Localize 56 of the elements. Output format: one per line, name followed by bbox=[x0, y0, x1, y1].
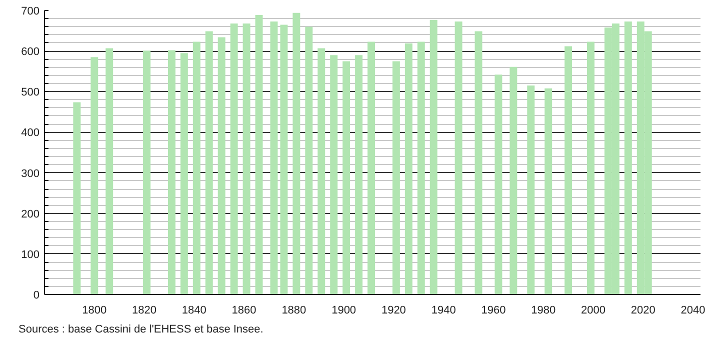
y-tick-label: 600 bbox=[21, 46, 40, 58]
bar bbox=[392, 61, 400, 294]
x-tick-label: 1940 bbox=[431, 304, 456, 316]
x-tick-label: 1980 bbox=[531, 304, 556, 316]
bar bbox=[544, 88, 552, 294]
x-tick-label: 1960 bbox=[481, 304, 506, 316]
bar bbox=[474, 31, 482, 294]
bar bbox=[180, 53, 188, 294]
bar bbox=[404, 43, 412, 294]
bar bbox=[292, 12, 300, 294]
y-tick-label: 300 bbox=[21, 168, 40, 180]
x-tick-label: 1880 bbox=[282, 304, 306, 316]
x-tick-label: 2000 bbox=[581, 304, 606, 316]
bar bbox=[564, 46, 572, 294]
bar bbox=[527, 86, 535, 294]
x-tick-label: 2040 bbox=[680, 304, 706, 316]
bar bbox=[624, 21, 632, 294]
bar bbox=[143, 50, 151, 294]
source-note: Sources : base Cassini de l'EHESS et base Insee. bbox=[18, 324, 264, 336]
x-tick-label: 1800 bbox=[82, 304, 107, 316]
bar bbox=[205, 31, 213, 294]
y-tick-label: 700 bbox=[21, 6, 40, 18]
bar bbox=[510, 66, 518, 294]
bar bbox=[342, 61, 350, 294]
bar bbox=[255, 14, 263, 294]
bar bbox=[587, 42, 594, 294]
bar bbox=[318, 48, 326, 294]
bar bbox=[242, 23, 250, 294]
x-tick-label: 1920 bbox=[381, 304, 406, 316]
x-tick-label: 1840 bbox=[182, 304, 206, 316]
bar bbox=[494, 74, 502, 294]
bar bbox=[368, 42, 375, 294]
bar bbox=[106, 48, 114, 294]
bar bbox=[230, 23, 238, 294]
x-tick-label: 2020 bbox=[630, 304, 656, 316]
bar bbox=[192, 42, 200, 294]
x-tick-label: 1860 bbox=[232, 304, 256, 316]
y-tick-label: 0 bbox=[33, 290, 40, 302]
x-tick-label: 1900 bbox=[332, 304, 356, 316]
bar bbox=[430, 20, 438, 294]
bar bbox=[330, 55, 338, 294]
bar bbox=[218, 37, 226, 294]
bar bbox=[417, 42, 425, 294]
y-tick-label: 400 bbox=[21, 127, 40, 140]
bar bbox=[305, 26, 313, 294]
x-tick-label: 1820 bbox=[132, 304, 157, 316]
bar bbox=[270, 21, 278, 294]
bar bbox=[168, 50, 176, 294]
y-tick-label: 100 bbox=[21, 248, 40, 261]
bar bbox=[280, 24, 288, 294]
bar bbox=[90, 57, 98, 294]
y-tick-label: 200 bbox=[21, 208, 40, 220]
bar bbox=[73, 102, 81, 294]
bar bbox=[355, 55, 363, 294]
bar bbox=[454, 21, 462, 294]
y-tick-label: 500 bbox=[21, 86, 40, 99]
